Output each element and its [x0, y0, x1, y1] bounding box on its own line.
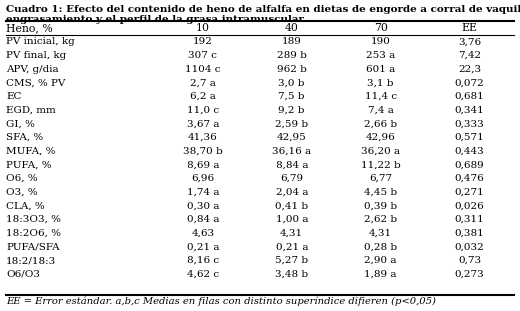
- Text: 3,0 b: 3,0 b: [279, 78, 305, 87]
- Text: 18:2O6, %: 18:2O6, %: [6, 229, 61, 238]
- Text: O6/O3: O6/O3: [6, 270, 40, 279]
- Text: 0,30 a: 0,30 a: [187, 201, 219, 210]
- Text: 18:2/18:3: 18:2/18:3: [6, 256, 56, 265]
- Text: 1104 c: 1104 c: [185, 65, 220, 74]
- Text: 2,59 b: 2,59 b: [275, 119, 308, 128]
- Text: 253 a: 253 a: [366, 51, 395, 60]
- Text: 9,2 b: 9,2 b: [279, 106, 305, 115]
- Text: EGD, mm: EGD, mm: [6, 106, 56, 115]
- Text: 601 a: 601 a: [366, 65, 395, 74]
- Text: 3,1 b: 3,1 b: [368, 78, 394, 87]
- Text: O6, %: O6, %: [6, 174, 37, 183]
- Text: 0,689: 0,689: [454, 160, 485, 169]
- Text: 2,7 a: 2,7 a: [190, 78, 216, 87]
- Text: 2,04 a: 2,04 a: [276, 188, 308, 197]
- Text: 4,62 c: 4,62 c: [187, 270, 219, 279]
- Text: 0,39 b: 0,39 b: [364, 201, 397, 210]
- Text: 1,74 a: 1,74 a: [187, 188, 219, 197]
- Text: 1,89 a: 1,89 a: [365, 270, 397, 279]
- Text: PV final, kg: PV final, kg: [6, 51, 66, 60]
- Text: 4,63: 4,63: [191, 229, 214, 238]
- Text: 0,21 a: 0,21 a: [187, 242, 219, 251]
- Text: 0,381: 0,381: [454, 229, 485, 238]
- Text: 8,84 a: 8,84 a: [276, 160, 308, 169]
- Text: 0,73: 0,73: [458, 256, 481, 265]
- Text: 192: 192: [193, 37, 213, 46]
- Text: 11,22 b: 11,22 b: [361, 160, 400, 169]
- Text: 0,032: 0,032: [454, 242, 485, 251]
- Text: engrasamiento y el perfil de la grasa intramuscular: engrasamiento y el perfil de la grasa in…: [6, 15, 304, 24]
- Text: 0,21 a: 0,21 a: [276, 242, 308, 251]
- Text: Heno, %: Heno, %: [6, 23, 53, 33]
- Text: 40: 40: [285, 23, 298, 33]
- Text: 4,45 b: 4,45 b: [364, 188, 397, 197]
- Text: 8,69 a: 8,69 a: [187, 160, 219, 169]
- Text: Cuadro 1: Efecto del contenido de heno de alfalfa en dietas de engorde a corral : Cuadro 1: Efecto del contenido de heno d…: [6, 5, 520, 14]
- Text: 0,333: 0,333: [454, 119, 485, 128]
- Text: 0,476: 0,476: [454, 174, 485, 183]
- Text: 7,5 b: 7,5 b: [279, 92, 305, 101]
- Text: 2,90 a: 2,90 a: [365, 256, 397, 265]
- Text: 7,4 a: 7,4 a: [368, 106, 394, 115]
- Text: PUFA/SFA: PUFA/SFA: [6, 242, 60, 251]
- Text: 70: 70: [374, 23, 387, 33]
- Text: 189: 189: [282, 37, 302, 46]
- Text: CLA, %: CLA, %: [6, 201, 45, 210]
- Text: 0,443: 0,443: [454, 147, 485, 156]
- Text: 36,20 a: 36,20 a: [361, 147, 400, 156]
- Text: 307 c: 307 c: [188, 51, 217, 60]
- Text: 0,28 b: 0,28 b: [364, 242, 397, 251]
- Text: 1,00 a: 1,00 a: [276, 215, 308, 224]
- Text: 11,0 c: 11,0 c: [187, 106, 219, 115]
- Text: EE = Error estándar. a,b,c Medias en filas con distinto superíndice difieren (p<: EE = Error estándar. a,b,c Medias en fil…: [6, 297, 436, 307]
- Text: 10: 10: [196, 23, 210, 33]
- Text: 6,96: 6,96: [191, 174, 214, 183]
- Text: SFA, %: SFA, %: [6, 133, 43, 142]
- Text: 289 b: 289 b: [277, 51, 307, 60]
- Text: 42,96: 42,96: [366, 133, 396, 142]
- Text: 3,76: 3,76: [458, 37, 481, 46]
- Text: 0,311: 0,311: [454, 215, 485, 224]
- Text: 42,95: 42,95: [277, 133, 307, 142]
- Text: 3,48 b: 3,48 b: [275, 270, 308, 279]
- Text: PUFA, %: PUFA, %: [6, 160, 51, 169]
- Text: 6,79: 6,79: [280, 174, 303, 183]
- Text: 0,273: 0,273: [454, 270, 485, 279]
- Text: 8,16 c: 8,16 c: [187, 256, 219, 265]
- Text: MUFA, %: MUFA, %: [6, 147, 56, 156]
- Text: 3,67 a: 3,67 a: [187, 119, 219, 128]
- Text: 0,341: 0,341: [454, 106, 485, 115]
- Text: 0,026: 0,026: [454, 201, 485, 210]
- Text: 4,31: 4,31: [369, 229, 392, 238]
- Text: 190: 190: [371, 37, 391, 46]
- Text: 36,16 a: 36,16 a: [272, 147, 311, 156]
- Text: 2,62 b: 2,62 b: [364, 215, 397, 224]
- Text: EC: EC: [6, 92, 21, 101]
- Text: 11,4 c: 11,4 c: [365, 92, 397, 101]
- Text: 6,77: 6,77: [369, 174, 392, 183]
- Text: 18:3O3, %: 18:3O3, %: [6, 215, 61, 224]
- Text: 5,27 b: 5,27 b: [275, 256, 308, 265]
- Text: 962 b: 962 b: [277, 65, 307, 74]
- Text: 38,70 b: 38,70 b: [183, 147, 223, 156]
- Text: CMS, % PV: CMS, % PV: [6, 78, 66, 87]
- Text: O3, %: O3, %: [6, 188, 37, 197]
- Text: EE: EE: [462, 23, 477, 33]
- Text: 0,41 b: 0,41 b: [275, 201, 308, 210]
- Text: 7,42: 7,42: [458, 51, 481, 60]
- Text: APV, g/dia: APV, g/dia: [6, 65, 59, 74]
- Text: 0,681: 0,681: [454, 92, 485, 101]
- Text: GI, %: GI, %: [6, 119, 35, 128]
- Text: 4,31: 4,31: [280, 229, 303, 238]
- Text: 41,36: 41,36: [188, 133, 218, 142]
- Text: PV inicial, kg: PV inicial, kg: [6, 37, 75, 46]
- Text: 6,2 a: 6,2 a: [190, 92, 216, 101]
- Text: 0,072: 0,072: [454, 78, 485, 87]
- Text: 2,66 b: 2,66 b: [364, 119, 397, 128]
- Text: 0,571: 0,571: [454, 133, 485, 142]
- Text: 0,271: 0,271: [454, 188, 485, 197]
- Text: 0,84 a: 0,84 a: [187, 215, 219, 224]
- Text: 22,3: 22,3: [458, 65, 481, 74]
